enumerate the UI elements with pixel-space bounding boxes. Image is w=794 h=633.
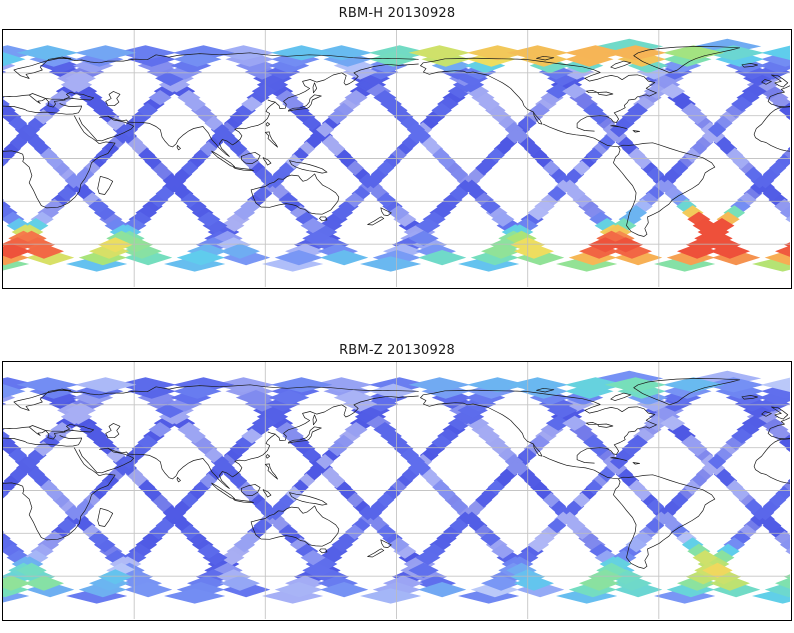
map-panel-rbm-z xyxy=(2,361,792,621)
map-panel-rbm-h xyxy=(2,29,792,289)
map-svg-rbm-h xyxy=(3,30,790,287)
coastline-layer xyxy=(3,378,790,569)
gridline-layer xyxy=(3,362,790,619)
map-svg-rbm-z xyxy=(3,362,790,619)
panel-title-rbm-z: RBM-Z 20130928 xyxy=(339,343,455,358)
panel-title-rbm-h: RBM-H 20130928 xyxy=(338,6,456,21)
coastline-layer xyxy=(3,46,790,237)
